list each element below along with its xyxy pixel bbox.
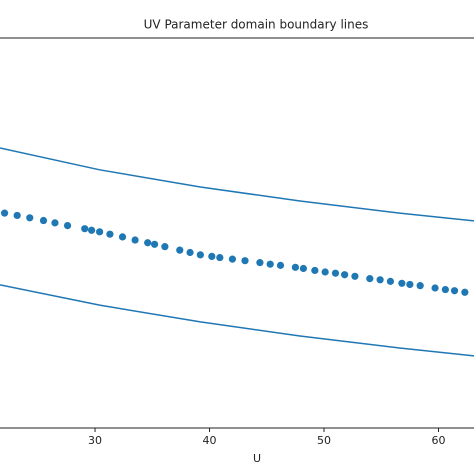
- data-point: [291, 263, 299, 271]
- data-point: [266, 260, 274, 268]
- data-point: [106, 230, 114, 238]
- data-point: [186, 248, 194, 257]
- data-point: [39, 216, 48, 225]
- data-point: [341, 271, 349, 279]
- data-point: [311, 266, 319, 275]
- data-point: [351, 272, 359, 280]
- data-point: [321, 268, 329, 276]
- data-point: [276, 261, 285, 269]
- data-point: [216, 253, 224, 262]
- chart-title: UV Parameter domain boundary lines: [144, 18, 369, 32]
- x-tick-label: 60: [432, 434, 446, 447]
- data-point: [196, 251, 204, 259]
- data-point: [331, 269, 340, 277]
- x-tick-label: 40: [203, 434, 217, 447]
- data-point: [51, 219, 59, 227]
- data-point: [256, 259, 264, 267]
- data-point: [450, 287, 459, 295]
- plot-frame: [0, 37, 474, 429]
- data-point: [131, 236, 139, 244]
- data-point: [144, 239, 152, 247]
- data-point: [398, 279, 406, 287]
- data-point: [26, 214, 34, 222]
- data-point: [406, 280, 414, 289]
- data-point: [366, 275, 374, 283]
- data-point: [13, 211, 21, 220]
- x-tick-label: 50: [317, 434, 331, 447]
- data-point: [150, 240, 159, 248]
- data-point: [208, 252, 216, 260]
- data-point: [441, 285, 449, 294]
- data-point: [461, 288, 469, 296]
- x-tick-label: 30: [88, 434, 102, 447]
- data-point: [118, 233, 127, 241]
- data-point: [81, 225, 89, 233]
- data-point: [0, 209, 9, 217]
- data-point: [96, 228, 104, 236]
- data-line: [0, 147, 474, 222]
- data-point: [386, 277, 395, 285]
- data-point: [416, 282, 424, 290]
- data-point: [241, 257, 249, 265]
- data-point: [431, 284, 439, 292]
- data-line: [0, 284, 474, 357]
- data-point: [376, 276, 384, 284]
- data-point: [161, 243, 169, 251]
- x-axis-label: U: [253, 452, 261, 465]
- data-point: [299, 264, 308, 273]
- data-point: [228, 255, 237, 263]
- data-point: [63, 221, 72, 230]
- data-point: [87, 226, 96, 234]
- data-point: [176, 246, 184, 254]
